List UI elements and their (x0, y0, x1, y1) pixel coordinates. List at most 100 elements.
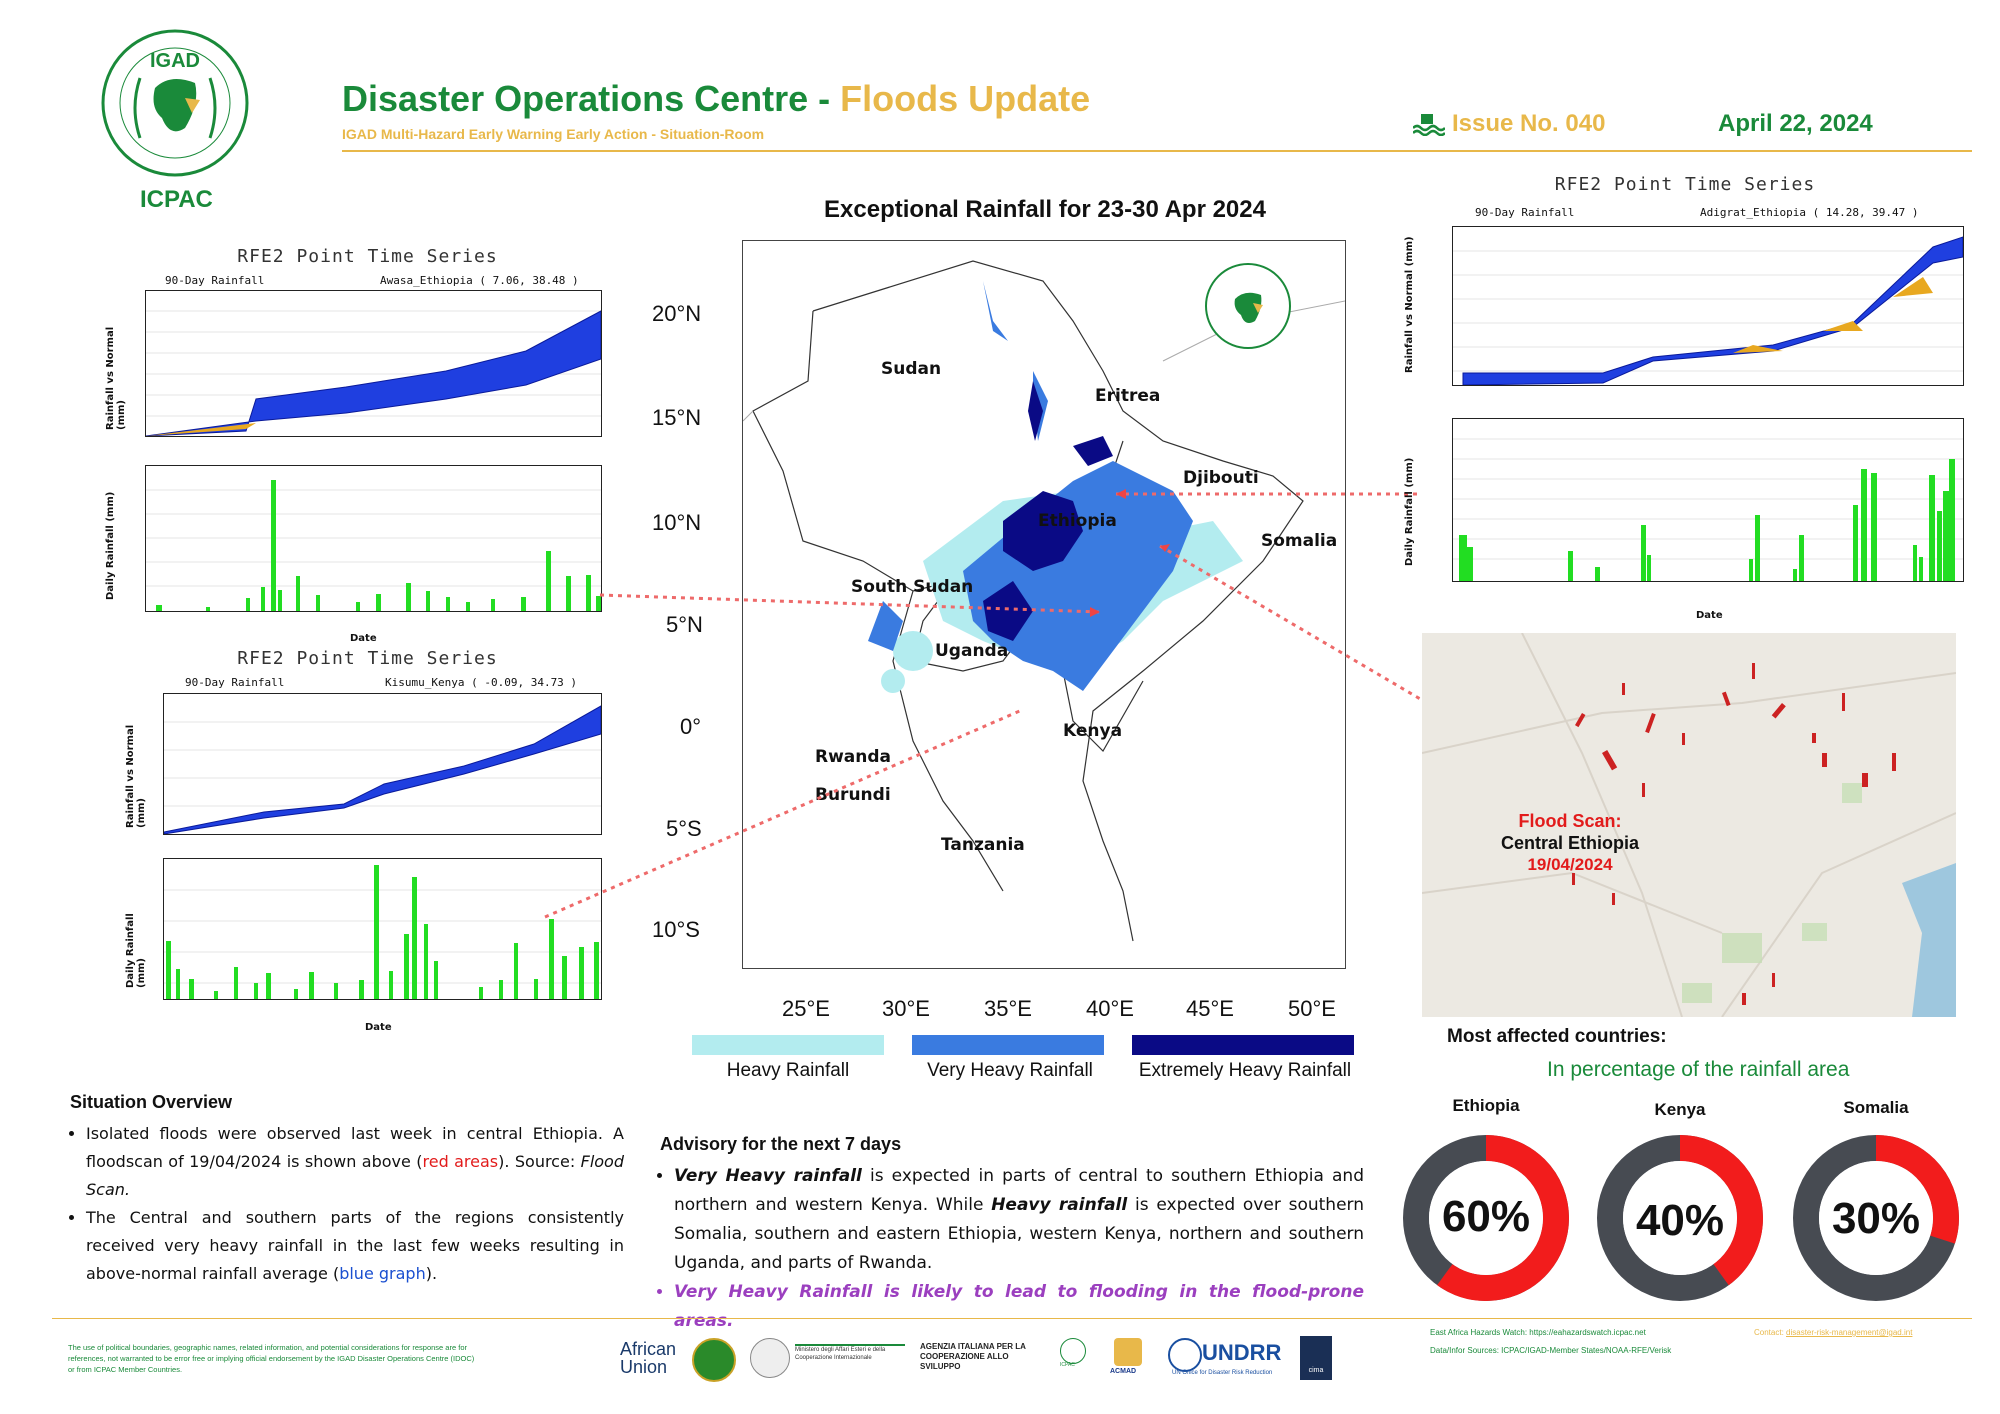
awasa-xlabel: Date (350, 633, 377, 644)
lat-0: 0° (680, 714, 702, 739)
adigrat-right-caption: Adigrat_Ethiopia ( 14.28, 39.47 ) (1700, 206, 1919, 219)
maeci-logo: Ministero degli Affari Esteri e della Co… (795, 1344, 905, 1362)
adigrat-title: RFE2 Point Time Series (1554, 174, 1816, 195)
label-kenya: Kenya (1063, 721, 1123, 741)
awasa-title: RFE2 Point Time Series (237, 246, 498, 267)
label-somalia: Somalia (1261, 531, 1338, 551)
a1-bold2: Heavy rainfall (991, 1195, 1128, 1215)
kisumu-xlabel: Date (365, 1022, 392, 1033)
partner-logos: African Union Ministero degli Affari Est… (620, 1336, 1340, 1382)
donut-value-arc (1597, 1135, 1763, 1301)
icpac-label: ICPAC (140, 186, 213, 213)
footer-contact[interactable]: Contact: disaster-risk-management@igad.i… (1754, 1328, 1912, 1337)
lon-40e: 40°E (1086, 996, 1134, 1021)
lon-50e: 50°E (1288, 996, 1336, 1021)
flood-scan-place: Central Ethiopia (1500, 833, 1639, 853)
situation-bullet-1: Isolated floods were observed last week … (86, 1120, 624, 1204)
affected-subheading: In percentage of the rainfall area (1547, 1058, 1850, 1081)
flood-scan-label: Flood Scan: (1518, 811, 1622, 831)
cima-logo: cima (1300, 1336, 1332, 1380)
awasa-chart: RFE2 Point Time Series 90-Day Rainfall A… (105, 240, 610, 650)
lon-25e: 25°E (782, 996, 830, 1021)
legend-heavy-label: Heavy Rainfall (726, 1060, 850, 1081)
undrr-logo: UNDRR (1202, 1340, 1282, 1365)
donut-somalia (1786, 1128, 1966, 1308)
s1-italic: Flood Scan. (86, 1152, 624, 1199)
title-main: Disaster Operations Centre - (342, 78, 841, 119)
donut-ethiopia (1396, 1128, 1576, 1308)
s1-b: ). Source: (498, 1152, 581, 1171)
legend-heavy-swatch (692, 1035, 884, 1055)
a1-a: is expected in parts of central to south… (674, 1166, 1364, 1215)
donut-somalia-name: Somalia (1843, 1098, 1909, 1117)
lat-5n: 5°N (666, 612, 703, 637)
acmad-logo: ACMAD (1110, 1368, 1137, 1375)
s1-red: red areas (422, 1152, 499, 1171)
issue-date: April 22, 2024 (1718, 110, 1873, 137)
lat-20n: 20°N (652, 301, 702, 326)
donut-ethiopia-name: Ethiopia (1452, 1096, 1520, 1115)
footer-hazards-watch: East Africa Hazards Watch: https://eahaz… (1430, 1328, 1646, 1337)
donut-center (1623, 1161, 1737, 1275)
lat-10n: 10°N (652, 510, 702, 535)
s1-a: Isolated floods were observed last week … (86, 1124, 624, 1171)
igad-logo: IGAD (100, 28, 250, 178)
donut-ring (1597, 1135, 1763, 1301)
affected-heading: Most affected countries: (1447, 1026, 1667, 1047)
adigrat-top-plot (1452, 226, 1964, 386)
label-djibouti: Djibouti (1183, 468, 1259, 488)
donut-kenya (1590, 1128, 1770, 1308)
kisumu-right-caption: Kisumu_Kenya ( -0.09, 34.73 ) (385, 676, 578, 689)
adigrat-bottom-ylabel: Daily Rainfall (mm) (1404, 457, 1415, 566)
lat-5s: 5°S (666, 816, 702, 841)
header-rule (342, 150, 1972, 152)
contact-label: Contact: (1754, 1328, 1787, 1337)
lon-35e: 35°E (984, 996, 1032, 1021)
donut-value-arc (1793, 1135, 1959, 1301)
awasa-top-plot (145, 290, 602, 437)
situation-body: Isolated floods were observed last week … (64, 1120, 624, 1288)
advisory-heading: Advisory for the next 7 days (660, 1134, 902, 1154)
kisumu-top-plot (163, 693, 602, 835)
footer-rule (52, 1318, 1972, 1319)
label-tanzania: Tanzania (941, 835, 1025, 855)
donut-center (1819, 1161, 1933, 1275)
adigrat-top-ylabel: Rainfall vs Normal (mm) (1404, 236, 1415, 373)
adigrat-xlabel: Date (1696, 610, 1723, 621)
icpac-small-logo: ICPAC (1060, 1362, 1075, 1368)
un-emblem-icon (1168, 1338, 1202, 1372)
contact-email-link[interactable]: disaster-risk-management@igad.int (1786, 1328, 1913, 1337)
lon-30e: 30°E (882, 996, 930, 1021)
label-south-sudan: South Sudan (851, 577, 974, 597)
kisumu-chart: RFE2 Point Time Series 90-Day Rainfall K… (125, 648, 610, 1038)
donut-ring (1403, 1135, 1569, 1301)
acmad-icon (1114, 1338, 1142, 1366)
au-emblem-icon (692, 1338, 736, 1382)
adigrat-left-caption: 90-Day Rainfall (1475, 206, 1575, 219)
flood-icon (1412, 112, 1446, 137)
a2-text: Very Heavy Rainfall is likely to lead to… (674, 1282, 1364, 1331)
lon-45e: 45°E (1186, 996, 1234, 1021)
page-title: Disaster Operations Centre - Floods Upda… (342, 78, 1090, 120)
footer-disclaimer: The use of political boundaries, geograp… (68, 1343, 475, 1374)
title-highlight: Floods Update (840, 78, 1091, 119)
advisory-bullet-1: Very Heavy rainfall is expected in parts… (674, 1162, 1364, 1278)
logo-org-text: IGAD (150, 50, 200, 72)
flood-scan-map: Flood Scan: Central Ethiopia 19/04/2024 (1422, 633, 1956, 1017)
a1-b: is expected over southern Somalia, south… (674, 1195, 1365, 1273)
donut-center (1429, 1161, 1543, 1275)
map-igad-logo (1203, 261, 1293, 351)
footer-sources: Data/Infor Sources: ICPAC/IGAD-Member St… (1430, 1346, 1672, 1355)
donut-kenya-name: Kenya (1654, 1100, 1706, 1119)
situation-heading: Situation Overview (70, 1092, 233, 1112)
donut-ring (1793, 1135, 1959, 1301)
donut-kenya-pct: 40% (1635, 1196, 1725, 1245)
label-rwanda: Rwanda (815, 747, 892, 767)
kisumu-left-caption: 90-Day Rainfall (185, 676, 285, 689)
map-title: Exceptional Rainfall for 23-30 Apr 2024 (824, 196, 1266, 223)
legend-extreme-swatch (1132, 1035, 1354, 1055)
s2-b: ). (425, 1264, 438, 1283)
page-subtitle: IGAD Multi-Hazard Early Warning Early Ac… (342, 126, 765, 142)
situation-bullet-2: The Central and southern parts of the re… (86, 1204, 624, 1288)
